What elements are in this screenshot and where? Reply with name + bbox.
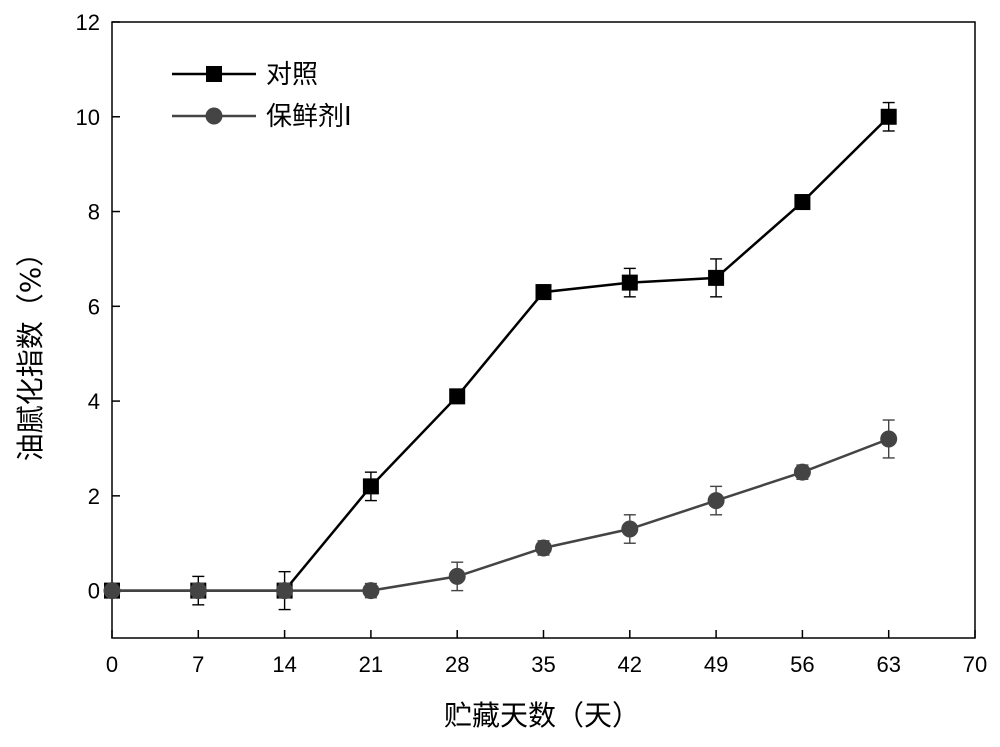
y-tick-label: 0 <box>88 579 100 604</box>
data-point <box>362 582 380 600</box>
series-1 <box>104 101 897 611</box>
data-point <box>189 582 207 600</box>
data-point <box>103 582 121 600</box>
data-point <box>707 492 725 510</box>
x-tick-label: 42 <box>618 652 642 677</box>
y-tick-label: 10 <box>76 105 100 130</box>
y-tick-label: 2 <box>88 484 100 509</box>
legend-marker <box>205 107 223 125</box>
data-point <box>276 582 294 600</box>
series-2 <box>103 419 898 600</box>
x-tick-label: 56 <box>790 652 814 677</box>
data-point <box>535 539 552 557</box>
data-point <box>793 463 811 481</box>
data-point <box>621 520 639 538</box>
data-point <box>880 430 898 448</box>
x-tick-label: 7 <box>192 652 204 677</box>
data-point <box>621 274 638 291</box>
legend-label: 对照 <box>266 60 318 90</box>
x-tick-label: 70 <box>963 652 987 677</box>
legend-marker <box>206 66 222 82</box>
x-tick-label: 0 <box>106 652 118 677</box>
legend-item-2: 保鲜剂I <box>172 102 352 132</box>
y-tick-label: 8 <box>88 200 100 225</box>
series-line <box>112 437 890 592</box>
x-tick-label: 28 <box>445 652 469 677</box>
x-tick-label: 21 <box>359 652 383 677</box>
x-tick-label: 35 <box>531 652 555 677</box>
data-point <box>449 388 466 405</box>
data-point <box>880 108 897 125</box>
series-line <box>112 115 890 592</box>
x-tick-label: 63 <box>876 652 900 677</box>
y-tick-label: 6 <box>88 294 100 319</box>
tick-labels: 0 7 14 21 28 35 42 49 56 63 70 0 2 4 6 8 10 12 <box>76 10 988 677</box>
x-axis-title: 贮藏天数（天） <box>444 699 640 732</box>
data-point <box>708 269 725 286</box>
data-point <box>448 567 466 585</box>
y-axis-title: 油腻化指数（%） <box>14 239 47 462</box>
x-tick-label: 14 <box>272 652 296 677</box>
data-point <box>794 194 811 211</box>
legend-label: 保鲜剂I <box>266 102 352 132</box>
data-point <box>535 284 552 301</box>
x-tick-label: 49 <box>704 652 728 677</box>
legend-item-1: 对照 <box>172 60 318 90</box>
series-layer <box>103 101 898 611</box>
y-tick-label: 12 <box>76 10 100 35</box>
data-point <box>362 478 379 495</box>
y-tick-label: 4 <box>88 389 100 414</box>
